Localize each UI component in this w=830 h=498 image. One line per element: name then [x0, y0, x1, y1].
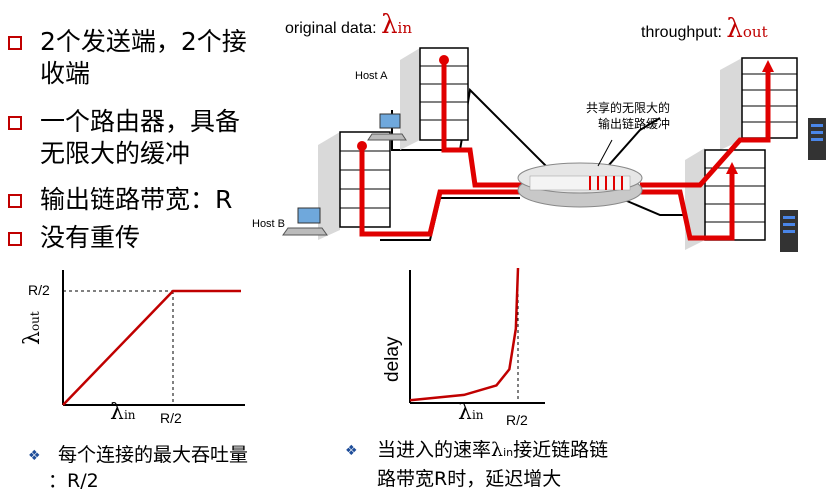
server-icon — [780, 210, 798, 252]
bullet-3-line1: 输出链路带宽：R — [40, 185, 233, 214]
right-x-sub: in — [471, 408, 484, 422]
left-caption-line1: 每个连接的最大吞吐量 — [58, 444, 249, 466]
network-diagram — [282, 47, 826, 252]
flow-out-bottom — [640, 172, 735, 241]
right-x-label: λin — [458, 400, 484, 425]
flow-out-top — [640, 70, 771, 188]
lambda-out-symbol: λ — [726, 14, 743, 44]
link-outline-c — [619, 197, 690, 216]
host-b-computer-icon — [282, 207, 328, 236]
right-y-label: delay — [382, 336, 403, 382]
router-note: 共享的无限大的 输出链路缓冲 — [560, 100, 670, 132]
right-caption-sub: in — [503, 446, 514, 459]
host-a-label: Host A — [355, 70, 388, 82]
link-outline — [391, 87, 661, 182]
left-x-label: λin — [110, 400, 136, 425]
receiver-top-buffer — [720, 57, 798, 150]
bullet-2-line2: 无限大的缓冲 — [40, 139, 191, 168]
lambda-out-subscript: out — [742, 23, 768, 41]
bullet-1-line2: 收端 — [40, 59, 91, 88]
host-b-label: Host B — [252, 218, 286, 230]
right-x-tick: R/2 — [506, 412, 528, 428]
bullet-box-icon — [8, 116, 22, 130]
bullet-2-line1: 一个路由器，具备 — [40, 107, 241, 136]
flow-b-origin — [357, 141, 367, 151]
flow-a-origin — [439, 55, 449, 65]
throughput-chart — [62, 270, 245, 406]
host-a-buffer — [400, 47, 469, 150]
throughput-series-line — [62, 289, 241, 406]
arrow-up-icon — [762, 60, 774, 72]
delay-chart — [409, 267, 545, 404]
left-x-sub: in — [123, 408, 136, 422]
diamond-bullet-icon: ❖ — [28, 448, 41, 464]
diamond-bullet-icon: ❖ — [345, 443, 358, 459]
host-b-buffer — [318, 131, 391, 240]
left-caption-line2: ：R/2 — [48, 470, 99, 492]
lambda-in-subscript: in — [397, 19, 413, 37]
arrow-up-icon — [726, 162, 738, 174]
router-note-pointer — [597, 139, 613, 167]
router-note-line2: 输出链路缓冲 — [597, 117, 670, 131]
host-a-computer-icon — [367, 113, 407, 141]
receiver-bottom-buffer — [685, 148, 766, 250]
flow-a-path — [441, 60, 525, 188]
lambda-in-symbol: λ — [381, 10, 398, 40]
left-y-tick: R/2 — [28, 282, 50, 298]
delay-series-line — [409, 267, 520, 402]
bullet-box-icon — [8, 36, 22, 50]
bullet-1-line1: 2个发送端，2个接 — [40, 27, 247, 56]
right-caption-line2: 路带宽R时，延迟增大 — [377, 468, 562, 490]
throughput-text: throughput: — [641, 24, 727, 41]
left-x-lambda: λ — [110, 400, 124, 425]
throughput-label: throughput: λout — [641, 14, 768, 44]
bullet-box-icon — [8, 194, 22, 208]
right-caption-lambda: λ — [491, 439, 504, 461]
left-x-tick: R/2 — [160, 410, 182, 426]
left-y-label: λout — [20, 311, 45, 345]
right-caption-line1: 当进入的速率λin接近链路链 — [377, 437, 608, 466]
left-y-lambda: λ — [20, 331, 45, 345]
router-icon — [517, 162, 643, 208]
left-y-sub: out — [28, 311, 42, 332]
original-data-label: original data: λin — [285, 10, 412, 40]
server-icon — [808, 118, 826, 160]
original-data-text: original data: — [285, 20, 382, 37]
right-x-lambda: λ — [458, 400, 472, 425]
right-caption-b: 接近链路链 — [513, 439, 609, 461]
right-caption-a: 当进入的速率 — [377, 439, 492, 461]
flow-b-path — [359, 146, 525, 237]
router-note-line1: 共享的无限大的 — [585, 101, 670, 115]
bullet-4-line1: 没有重传 — [40, 223, 141, 252]
bullet-box-icon — [8, 232, 22, 246]
